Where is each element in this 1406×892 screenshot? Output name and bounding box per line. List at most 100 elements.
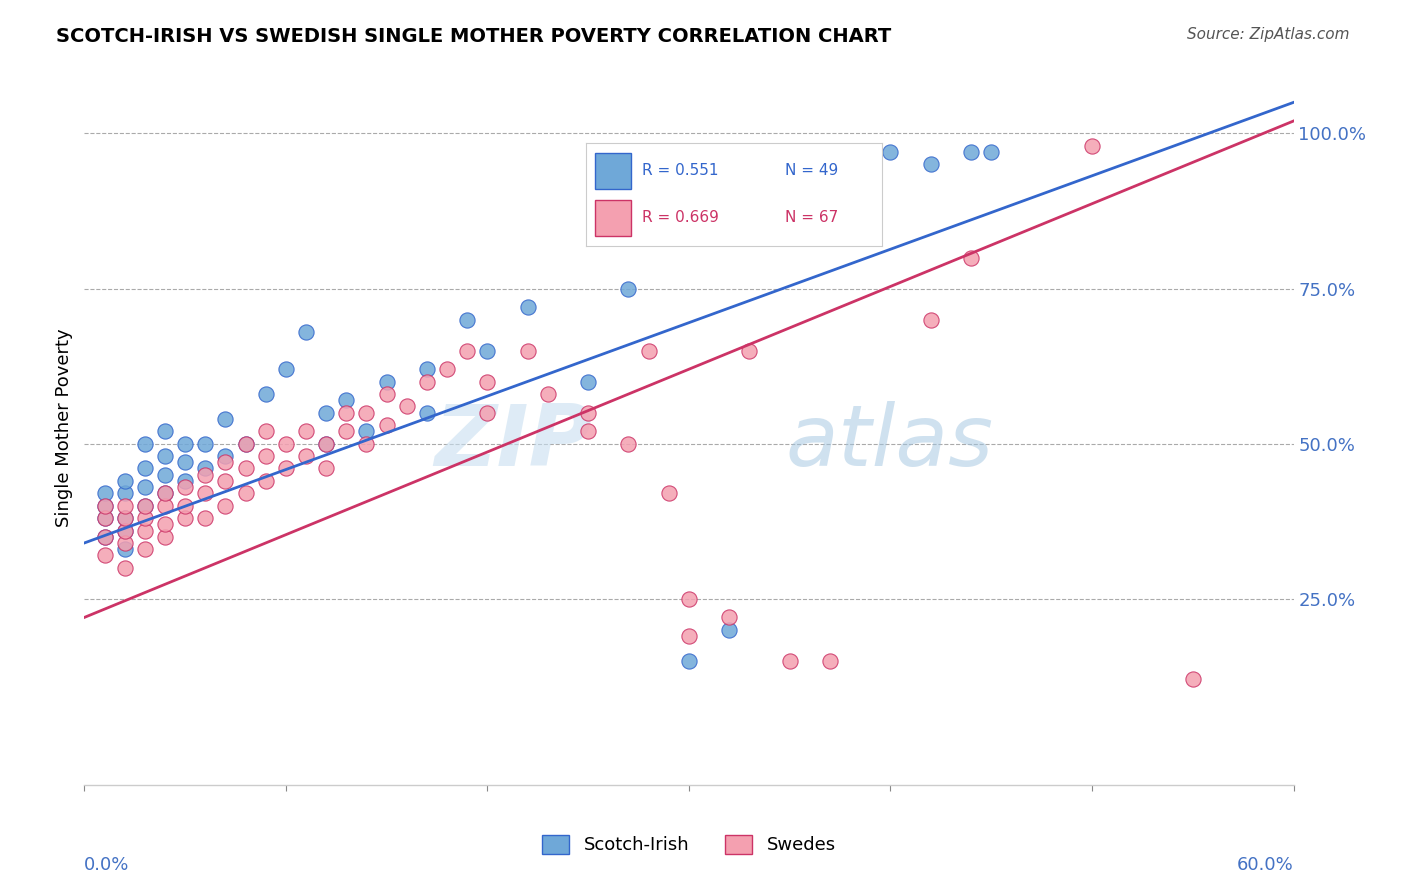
Point xyxy=(678,629,700,643)
Point xyxy=(274,436,297,450)
Point xyxy=(134,480,156,494)
Point xyxy=(375,387,398,401)
Point xyxy=(416,406,439,420)
Point xyxy=(818,654,841,668)
Point xyxy=(93,549,115,563)
Point xyxy=(960,145,983,159)
Point xyxy=(658,486,681,500)
Point xyxy=(194,467,217,482)
Point xyxy=(114,511,136,525)
Point xyxy=(315,436,337,450)
Point xyxy=(214,455,236,469)
Point xyxy=(235,486,257,500)
Point xyxy=(194,511,217,525)
Point xyxy=(718,610,741,624)
Point xyxy=(477,375,499,389)
Point xyxy=(718,623,741,637)
Point xyxy=(194,436,217,450)
Point xyxy=(174,455,197,469)
Point xyxy=(617,281,640,295)
Text: atlas: atlas xyxy=(786,401,994,484)
Point xyxy=(779,654,801,668)
Point xyxy=(153,467,176,482)
Point xyxy=(356,436,378,450)
Point xyxy=(93,511,115,525)
Point xyxy=(375,375,398,389)
Point xyxy=(456,312,478,326)
Point xyxy=(295,449,318,463)
Point xyxy=(153,530,176,544)
Text: 60.0%: 60.0% xyxy=(1237,856,1294,874)
Point xyxy=(960,251,983,265)
Point xyxy=(134,436,156,450)
Point xyxy=(174,499,197,513)
Text: SCOTCH-IRISH VS SWEDISH SINGLE MOTHER POVERTY CORRELATION CHART: SCOTCH-IRISH VS SWEDISH SINGLE MOTHER PO… xyxy=(56,27,891,45)
Point xyxy=(678,591,700,606)
Point xyxy=(214,499,236,513)
Point xyxy=(114,511,136,525)
Point xyxy=(174,480,197,494)
Point xyxy=(879,145,901,159)
Point xyxy=(134,499,156,513)
Point xyxy=(315,436,337,450)
Text: 0.0%: 0.0% xyxy=(84,856,129,874)
Point xyxy=(576,424,599,438)
Point xyxy=(254,424,277,438)
Point xyxy=(153,486,176,500)
Point xyxy=(134,461,156,475)
Point xyxy=(134,524,156,538)
Point xyxy=(114,474,136,488)
Point xyxy=(477,343,499,358)
Point xyxy=(416,362,439,376)
Point xyxy=(356,424,378,438)
Point xyxy=(214,412,236,426)
Point xyxy=(738,343,761,358)
Point xyxy=(799,169,821,184)
Point xyxy=(114,486,136,500)
Point xyxy=(153,449,176,463)
Point xyxy=(134,511,156,525)
Point xyxy=(254,474,277,488)
Text: ZIP: ZIP xyxy=(434,401,592,484)
Point xyxy=(153,424,176,438)
Point xyxy=(214,474,236,488)
Point xyxy=(274,461,297,475)
Point xyxy=(335,393,357,408)
Point xyxy=(114,536,136,550)
Point xyxy=(93,530,115,544)
Point xyxy=(93,499,115,513)
Point xyxy=(1081,138,1104,153)
Point xyxy=(194,486,217,500)
Point xyxy=(516,300,538,314)
Point xyxy=(295,424,318,438)
Point xyxy=(335,406,357,420)
Point xyxy=(980,145,1002,159)
Point xyxy=(153,499,176,513)
Point xyxy=(174,511,197,525)
Point xyxy=(678,654,700,668)
Point xyxy=(134,499,156,513)
Point xyxy=(114,499,136,513)
Point xyxy=(274,362,297,376)
Point xyxy=(576,375,599,389)
Point xyxy=(93,486,115,500)
Point xyxy=(194,461,217,475)
Point xyxy=(235,436,257,450)
Point xyxy=(214,449,236,463)
Point xyxy=(114,524,136,538)
Point xyxy=(335,424,357,438)
Point xyxy=(235,461,257,475)
Y-axis label: Single Mother Poverty: Single Mother Poverty xyxy=(55,329,73,527)
Point xyxy=(456,343,478,358)
Point xyxy=(617,436,640,450)
Point xyxy=(114,542,136,557)
Point xyxy=(235,436,257,450)
Point xyxy=(295,325,318,339)
Legend: Scotch-Irish, Swedes: Scotch-Irish, Swedes xyxy=(534,828,844,862)
Point xyxy=(134,542,156,557)
Point xyxy=(576,406,599,420)
Point xyxy=(920,157,942,171)
Point xyxy=(839,157,862,171)
Point xyxy=(375,418,398,433)
Point xyxy=(93,511,115,525)
